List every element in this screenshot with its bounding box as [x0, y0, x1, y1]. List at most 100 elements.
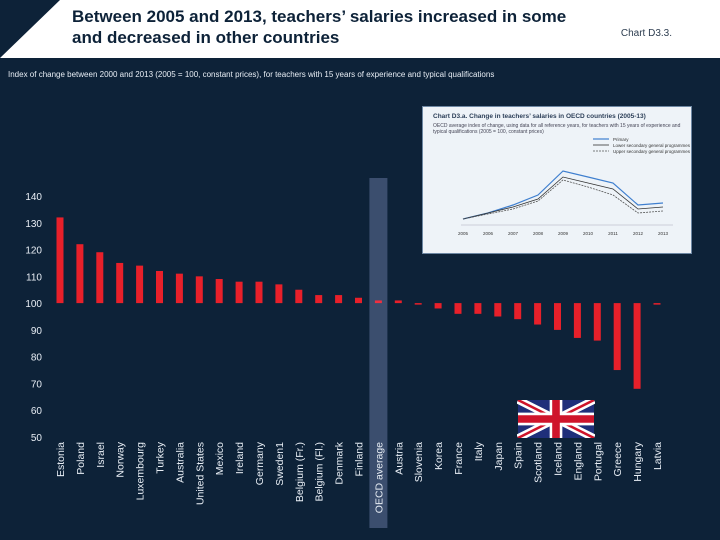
bar-france — [454, 303, 462, 314]
inset-legend-lower: Lower secondary general programmes — [613, 143, 691, 148]
bar-spain — [514, 303, 522, 320]
uk-flag-icon — [517, 400, 595, 438]
bar-united-states — [195, 276, 203, 304]
bar-turkey — [156, 270, 163, 304]
x-tick-label: Luxembourg — [135, 442, 147, 501]
x-tick-label: Scotland — [533, 442, 545, 483]
x-tick-label: Greece — [612, 442, 624, 477]
bar-austria — [394, 300, 402, 304]
y-tick-label: 130 — [25, 219, 42, 230]
x-tick-label: Iceland — [553, 442, 565, 476]
bar-korea — [434, 303, 442, 309]
inset-x-tick-label: 2008 — [533, 231, 544, 236]
bar-estonia — [56, 217, 64, 304]
x-tick-label: Israel — [95, 442, 107, 468]
bar-oecd-average — [374, 300, 382, 304]
x-tick-label: Belgium (Fl.) — [314, 442, 326, 502]
inset-x-tick-label: 2011 — [608, 231, 618, 236]
x-tick-label: Estonia — [55, 442, 67, 477]
x-tick-label: Denmark — [334, 441, 346, 484]
bar-latvia — [653, 303, 661, 305]
bar-belgium-fr- — [295, 289, 303, 304]
oecd-highlight-band — [369, 178, 388, 528]
bar-mexico — [215, 279, 223, 304]
inset-subtitle: OECD average index of change, using data… — [433, 123, 681, 135]
y-tick-label: 120 — [25, 246, 42, 257]
x-tick-label: Italy — [473, 441, 485, 461]
inset-legend-upper: Upper secondary general programmes — [613, 149, 691, 154]
x-tick-label: Latvia — [652, 442, 664, 470]
bar-italy — [474, 303, 482, 314]
inset-title: Chart D3.a. Change in teachers’ salaries… — [433, 113, 646, 120]
bar-slovenia — [414, 303, 422, 305]
x-tick-label: Slovenia — [413, 442, 425, 482]
bar-japan — [494, 303, 502, 317]
bar-denmark — [335, 295, 343, 304]
x-tick-label: Japan — [493, 442, 505, 471]
inset-x-tick-label: 2009 — [558, 231, 569, 236]
bar-scotland — [534, 303, 542, 325]
inset-x-tick-label: 2007 — [508, 231, 519, 236]
page-title: Between 2005 and 2013, teachers’ salarie… — [72, 7, 567, 47]
x-tick-label: Sweden1 — [274, 442, 286, 486]
header-band — [0, 0, 720, 58]
x-tick-label: Portugal — [592, 442, 604, 481]
bar-israel — [96, 252, 104, 304]
inset-plot — [461, 170, 673, 226]
y-tick-label: 50 — [31, 433, 43, 444]
x-tick-label: Poland — [75, 442, 87, 475]
inset-chart-panel: Chart D3.a. Change in teachers’ salaries… — [422, 106, 692, 254]
x-tick-label: France — [453, 442, 465, 475]
y-tick-label: 100 — [25, 299, 42, 310]
inset-legend-primary: Primary — [613, 137, 629, 142]
chart-id-label: Chart D3.3. — [620, 28, 672, 39]
x-tick-label: Mexico — [214, 442, 226, 475]
bar-belgium-fl- — [315, 295, 323, 304]
bar-greece — [613, 303, 621, 371]
bar-portugal — [593, 303, 601, 341]
bar-hungary — [633, 303, 641, 389]
inset-x-tick-label: 2012 — [633, 231, 644, 236]
y-tick-label: 80 — [31, 353, 43, 364]
x-tick-label: Finland — [354, 442, 366, 477]
x-tick-label: Norway — [115, 441, 127, 477]
x-tick-label: Turkey — [155, 441, 167, 473]
x-tick-label: Australia — [174, 442, 186, 483]
bar-england — [573, 303, 581, 338]
inset-x-axis: 2005 2006 2007 2008 2009 2010 2011 2012 2013 — [458, 231, 669, 236]
x-tick-label: Belgium (Fr.) — [294, 442, 306, 502]
bar-germany — [255, 281, 263, 304]
bar-luxembourg — [136, 265, 144, 304]
y-tick-label: 60 — [31, 406, 43, 417]
chart-subtitle: Index of change between 2000 and 2013 (2… — [8, 70, 495, 79]
bar-sweden1 — [275, 284, 283, 304]
inset-x-tick-label: 2010 — [583, 231, 594, 236]
x-tick-label: Germany — [254, 441, 266, 485]
bar-norway — [116, 262, 124, 304]
x-tick-label: Korea — [433, 442, 445, 470]
y-tick-label: 70 — [31, 379, 43, 390]
x-tick-label: Austria — [393, 442, 405, 475]
bar-finland — [355, 297, 362, 304]
y-tick-label: 140 — [25, 192, 42, 203]
bar-ireland — [235, 281, 243, 304]
inset-x-tick-label: 2005 — [458, 231, 469, 236]
bars — [56, 178, 661, 528]
x-tick-label: England — [572, 442, 584, 481]
y-axis: 50 60 70 80 90 100 110 120 130 140 — [25, 192, 42, 444]
inset-x-tick-label: 2006 — [483, 231, 494, 236]
inset-line-chart: Primary Lower secondary general programm… — [458, 137, 691, 236]
x-tick-label: Spain — [513, 442, 525, 469]
inset-legend: Primary Lower secondary general programm… — [593, 137, 691, 154]
x-tick-label: United States — [194, 442, 206, 505]
bar-australia — [175, 273, 183, 304]
inset-x-tick-label: 2013 — [658, 231, 669, 236]
x-tick-label: OECD average — [373, 442, 385, 513]
x-axis-labels: Estonia Poland Israel Norway Luxembourg Turke… — [55, 441, 664, 513]
x-tick-label: Ireland — [234, 442, 246, 474]
x-tick-label: Hungary — [632, 441, 644, 481]
y-tick-label: 110 — [26, 272, 42, 283]
y-tick-label: 90 — [31, 326, 43, 337]
bar-poland — [76, 244, 84, 304]
